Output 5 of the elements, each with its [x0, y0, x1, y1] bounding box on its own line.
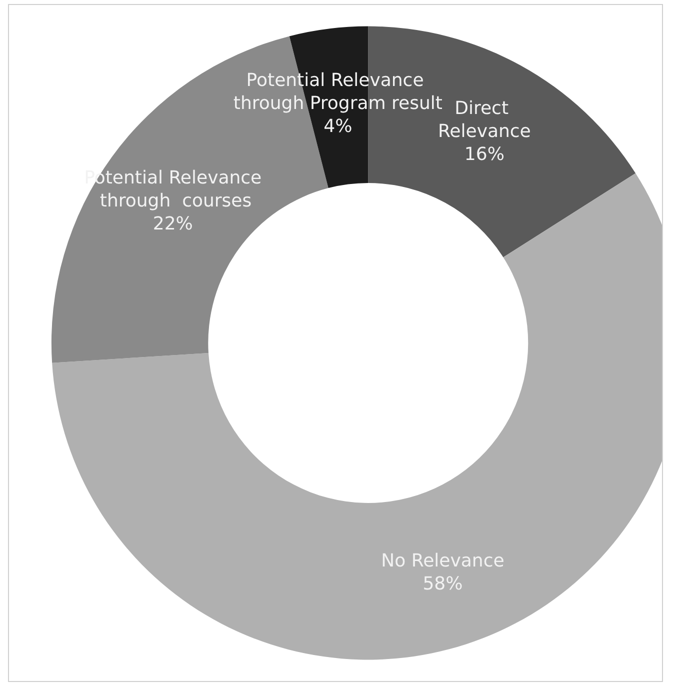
data-label: 4%: [324, 116, 352, 138]
data-label: 16%: [464, 144, 504, 166]
data-label: 58%: [422, 574, 463, 595]
data-label: 22%: [152, 214, 193, 235]
slice-label: No Relevance: [381, 550, 504, 572]
